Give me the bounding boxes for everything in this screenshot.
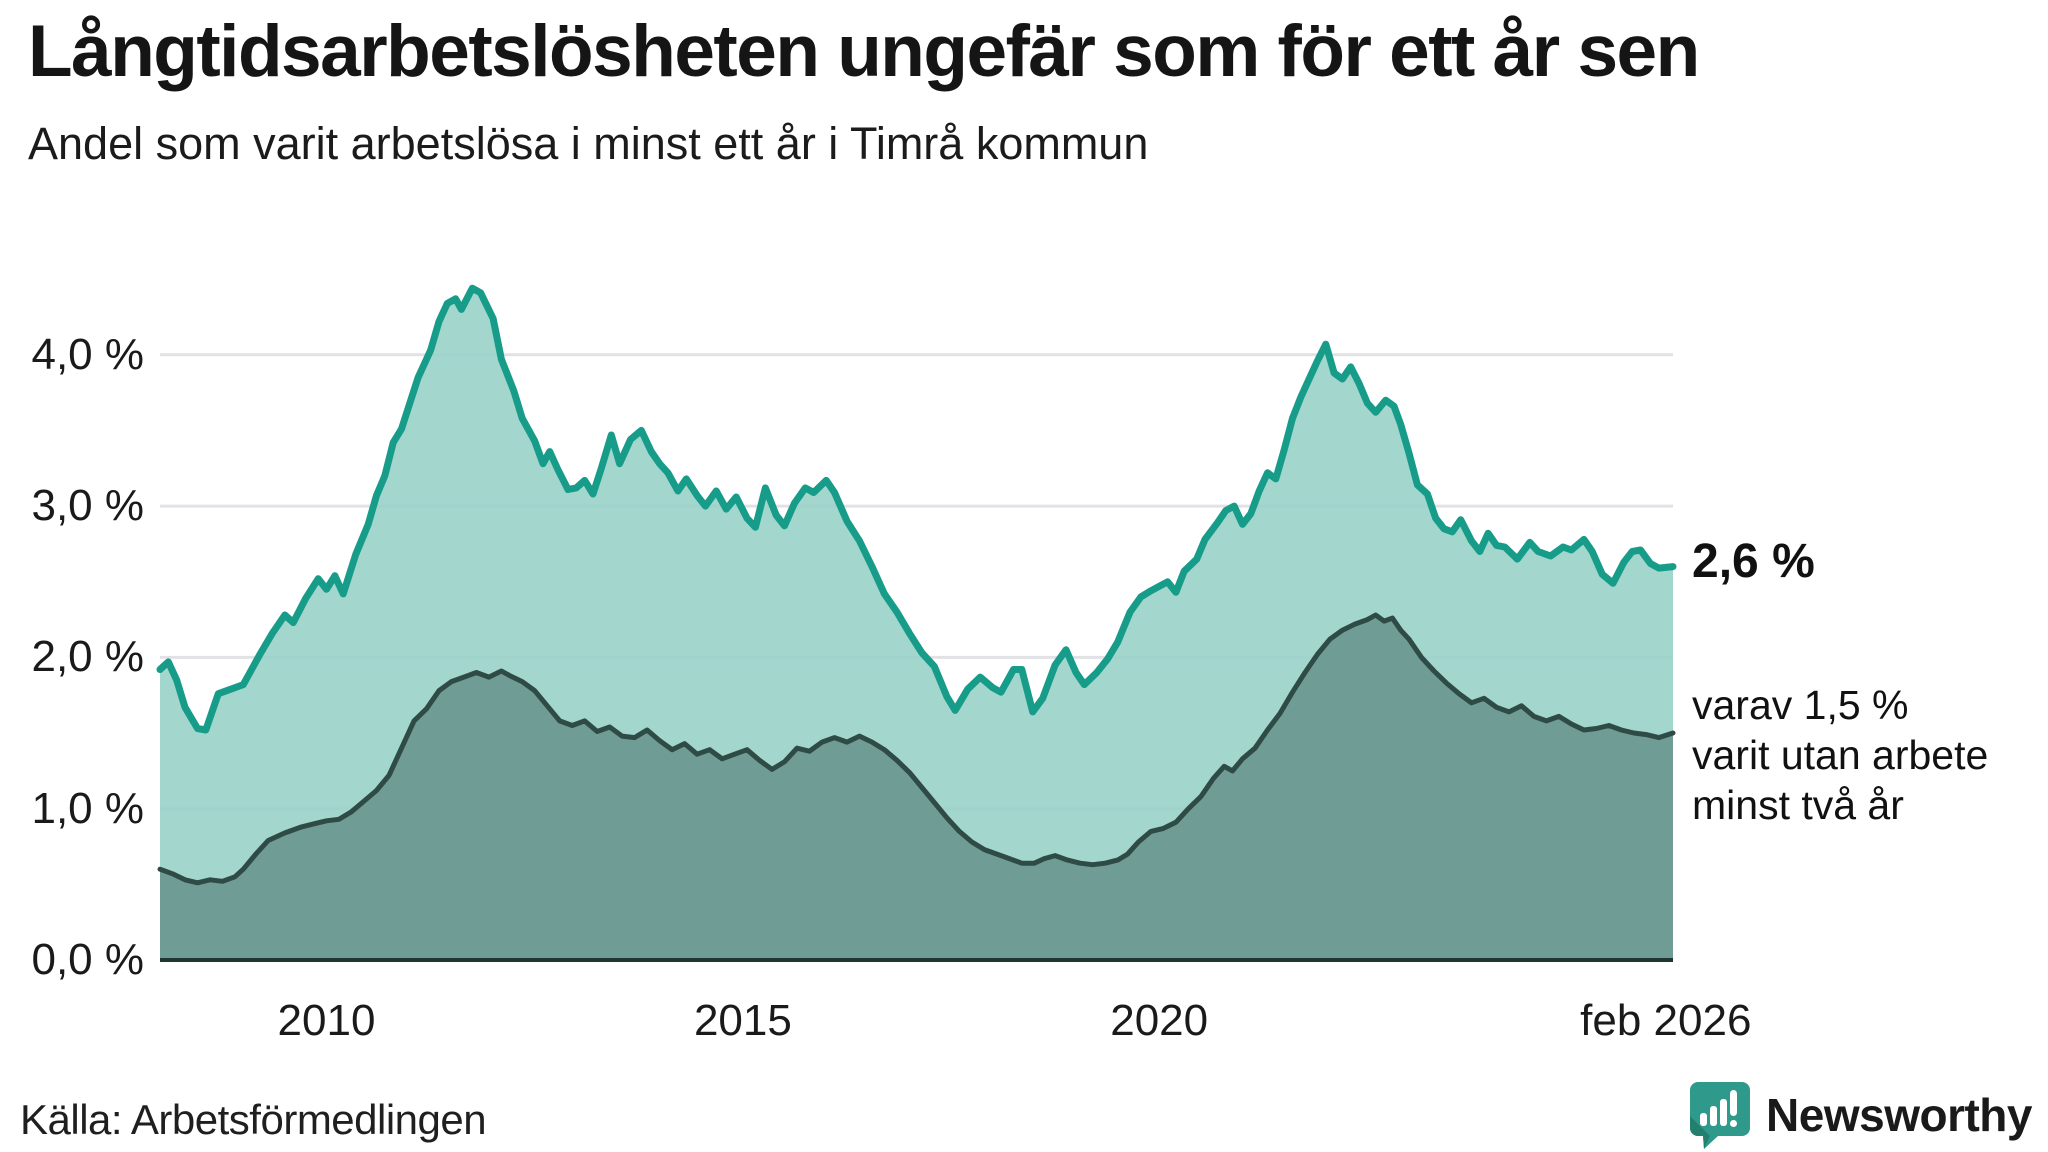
x-axis-tick-label: 2020	[1110, 996, 1209, 1045]
newsworthy-logo: Newsworthy	[1688, 1080, 2032, 1150]
exclamation-bar	[1730, 1090, 1738, 1116]
newsworthy-icon	[1690, 1082, 1751, 1149]
y-axis-tick-label: 1,0 %	[31, 783, 144, 833]
x-axis-tick-label: 2015	[693, 996, 792, 1045]
latest-value-label: 2,6 %	[1692, 535, 1815, 588]
y-axis-tick-label: 2,0 %	[31, 632, 144, 682]
bar-1	[1700, 1113, 1708, 1126]
exclamation-dot	[1730, 1120, 1738, 1127]
line-two-year	[157, 612, 1676, 886]
source-note: Källa: Arbetsförmedlingen	[20, 1096, 487, 1143]
newsworthy-wordmark: Newsworthy	[1766, 1089, 2032, 1141]
y-axis-tick-label: 3,0 %	[31, 481, 144, 531]
two-year-annotation: varav 1,5 % varit utan arbete minst två …	[1692, 682, 1989, 828]
x-axis-tick-label: feb 2026	[1580, 996, 1752, 1045]
speech-bubble-shade	[1690, 1116, 1711, 1149]
chart-subtitle: Andel som varit arbetslösa i minst ett å…	[28, 118, 1149, 169]
area-fill-two-year	[160, 615, 1673, 960]
bar-2	[1710, 1106, 1718, 1126]
line-total	[156, 284, 1677, 734]
x-axis-tick-label: 2010	[277, 996, 376, 1045]
bar-3	[1720, 1099, 1728, 1126]
y-axis-tick-label: 4,0 %	[31, 329, 144, 379]
page-title: Långtidsarbetslösheten ungefär som för e…	[28, 11, 1700, 92]
y-axis-tick-label: 0,0 %	[31, 935, 144, 984]
